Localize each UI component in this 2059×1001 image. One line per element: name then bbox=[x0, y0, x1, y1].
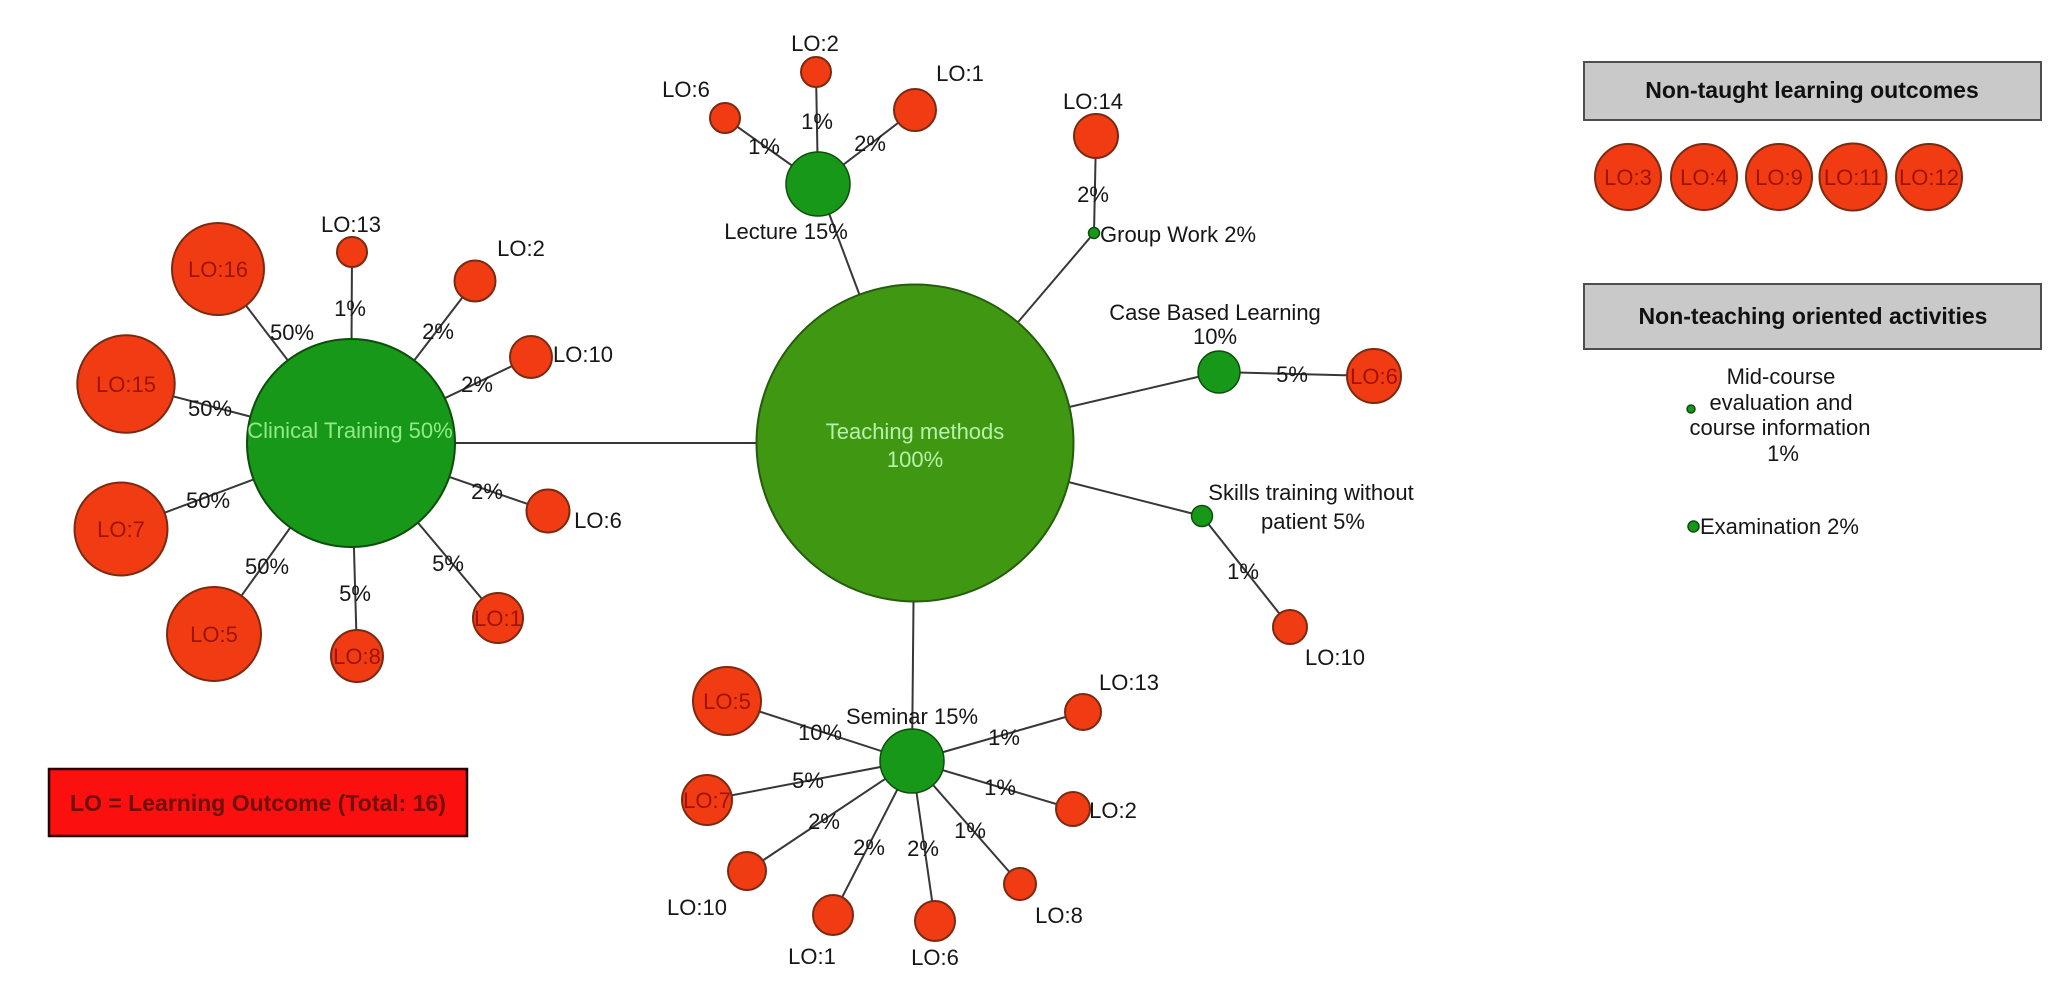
svg-text:patient 5%: patient 5% bbox=[1261, 509, 1365, 534]
svg-text:LO:5: LO:5 bbox=[190, 622, 238, 647]
svg-text:LO:7: LO:7 bbox=[683, 788, 731, 813]
svg-text:2%: 2% bbox=[854, 131, 886, 156]
svg-text:Non-taught learning outcomes: Non-taught learning outcomes bbox=[1645, 77, 1979, 103]
svg-text:LO = Learning Outcome (Total:: LO = Learning Outcome (Total: 16) bbox=[70, 790, 446, 816]
svg-text:1%: 1% bbox=[748, 134, 780, 159]
svg-text:Seminar 15%: Seminar 15% bbox=[846, 704, 978, 729]
svg-text:course information: course information bbox=[1690, 415, 1871, 440]
svg-text:LO:6: LO:6 bbox=[574, 508, 622, 533]
svg-text:LO:8: LO:8 bbox=[1035, 903, 1083, 928]
svg-text:Clinical Training 50%: Clinical Training 50% bbox=[247, 418, 452, 443]
svg-text:LO:6: LO:6 bbox=[911, 945, 959, 970]
svg-text:LO:7: LO:7 bbox=[97, 517, 145, 542]
svg-text:2%: 2% bbox=[907, 836, 939, 861]
svg-text:Skills training without: Skills training without bbox=[1208, 480, 1413, 505]
svg-text:1%: 1% bbox=[334, 296, 366, 321]
svg-text:1%: 1% bbox=[1767, 441, 1799, 466]
svg-text:10%: 10% bbox=[1193, 324, 1237, 349]
svg-text:LO:2: LO:2 bbox=[1089, 798, 1137, 823]
svg-text:LO:2: LO:2 bbox=[497, 236, 545, 261]
svg-text:LO:2: LO:2 bbox=[791, 31, 839, 56]
svg-text:LO:10: LO:10 bbox=[667, 895, 727, 920]
svg-text:Lecture 15%: Lecture 15% bbox=[724, 219, 848, 244]
svg-text:50%: 50% bbox=[186, 488, 230, 513]
svg-text:LO:11: LO:11 bbox=[1824, 165, 1882, 190]
svg-text:LO:6: LO:6 bbox=[1350, 364, 1398, 389]
svg-text:5%: 5% bbox=[339, 581, 371, 606]
svg-text:LO:15: LO:15 bbox=[96, 372, 156, 397]
svg-text:2%: 2% bbox=[808, 809, 840, 834]
svg-text:LO:13: LO:13 bbox=[1099, 670, 1159, 695]
svg-text:1%: 1% bbox=[954, 818, 986, 843]
svg-text:5%: 5% bbox=[792, 768, 824, 793]
svg-text:1%: 1% bbox=[801, 109, 833, 134]
svg-text:2%: 2% bbox=[471, 479, 503, 504]
svg-text:LO:1: LO:1 bbox=[474, 606, 522, 631]
svg-text:LO:6: LO:6 bbox=[662, 77, 710, 102]
svg-text:1%: 1% bbox=[984, 775, 1016, 800]
svg-text:LO:10: LO:10 bbox=[1305, 645, 1365, 670]
svg-text:LO:5: LO:5 bbox=[703, 689, 751, 714]
svg-text:LO:1: LO:1 bbox=[788, 944, 836, 969]
svg-text:LO:14: LO:14 bbox=[1063, 89, 1123, 114]
svg-text:Mid-course: Mid-course bbox=[1727, 364, 1836, 389]
svg-text:100%: 100% bbox=[887, 447, 943, 472]
svg-text:2%: 2% bbox=[461, 372, 493, 397]
svg-text:1%: 1% bbox=[1227, 559, 1259, 584]
svg-text:LO:12: LO:12 bbox=[1899, 165, 1959, 190]
svg-text:2%: 2% bbox=[1077, 182, 1109, 207]
svg-text:Group Work 2%: Group Work 2% bbox=[1100, 222, 1256, 247]
svg-text:Teaching methods: Teaching methods bbox=[826, 419, 1005, 444]
svg-text:Case Based Learning: Case Based Learning bbox=[1109, 300, 1321, 325]
svg-text:50%: 50% bbox=[245, 554, 289, 579]
svg-text:Non-teaching oriented activiti: Non-teaching oriented activities bbox=[1639, 303, 1988, 329]
svg-text:50%: 50% bbox=[270, 320, 314, 345]
svg-text:LO:4: LO:4 bbox=[1680, 165, 1728, 190]
svg-text:LO:8: LO:8 bbox=[333, 644, 381, 669]
svg-text:10%: 10% bbox=[798, 720, 842, 745]
svg-text:2%: 2% bbox=[422, 319, 454, 344]
svg-text:LO:1: LO:1 bbox=[936, 61, 984, 86]
svg-text:5%: 5% bbox=[1276, 362, 1308, 387]
svg-text:LO:13: LO:13 bbox=[321, 212, 381, 237]
svg-text:evaluation and: evaluation and bbox=[1709, 390, 1852, 415]
svg-text:2%: 2% bbox=[853, 835, 885, 860]
svg-text:LO:16: LO:16 bbox=[188, 257, 248, 282]
svg-text:Examination 2%: Examination 2% bbox=[1700, 514, 1859, 539]
svg-text:LO:3: LO:3 bbox=[1604, 165, 1652, 190]
svg-text:LO:9: LO:9 bbox=[1755, 165, 1803, 190]
svg-text:LO:10: LO:10 bbox=[553, 342, 613, 367]
svg-text:5%: 5% bbox=[432, 551, 464, 576]
svg-text:50%: 50% bbox=[188, 396, 232, 421]
svg-text:1%: 1% bbox=[988, 725, 1020, 750]
